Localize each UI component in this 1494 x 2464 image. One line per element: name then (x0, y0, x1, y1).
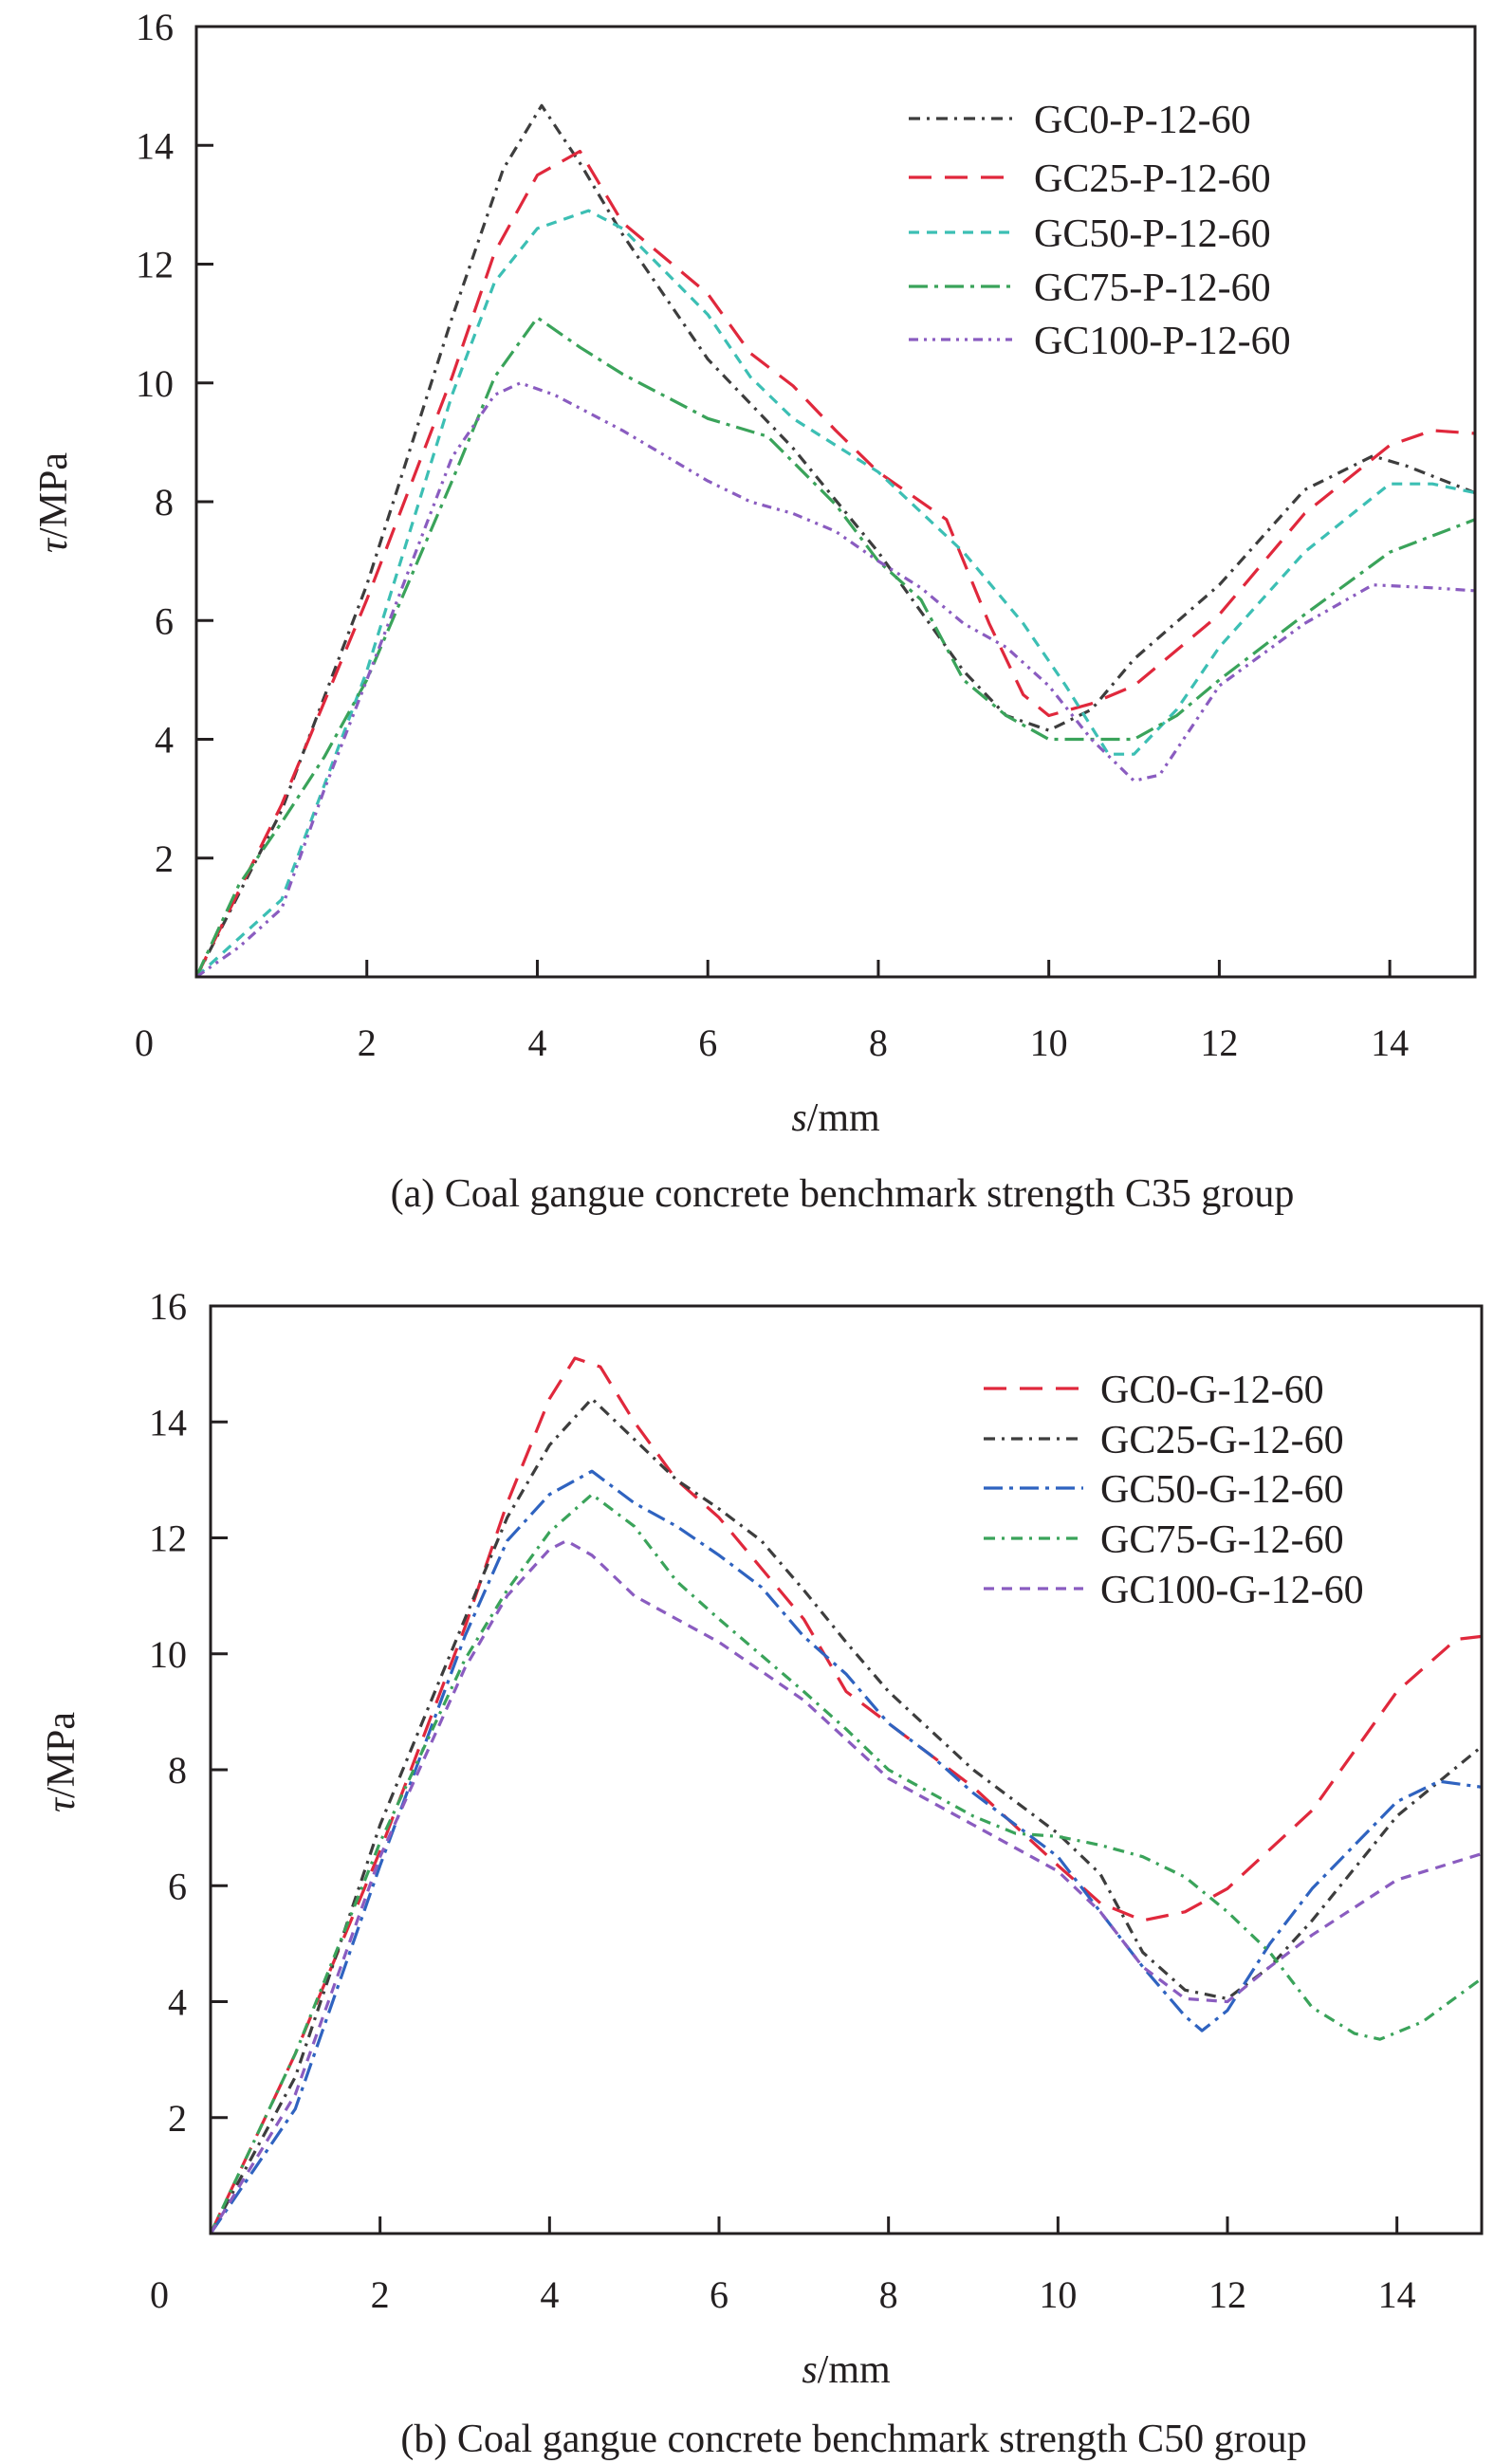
x-tick-label: 4 (540, 2273, 559, 2316)
y-tick-label: 16 (149, 1285, 187, 1328)
x-tick-label: 4 (527, 1021, 546, 1064)
x-tick-label: 10 (1039, 2273, 1077, 2316)
y-tick-label: 16 (136, 6, 174, 48)
legend-label: GC50-G-12-60 (1100, 1468, 1344, 1512)
figure-caption: (b) Coal gangue concrete benchmark stren… (400, 2418, 1306, 2461)
x-axis-label-symbol: s (802, 2348, 817, 2392)
x-axis-label-unit: /mm (818, 2348, 891, 2392)
legend-label: GC0-P-12-60 (1034, 99, 1251, 142)
series-line-GC100-P-12-60 (195, 381, 1476, 979)
y-tick-label: 8 (168, 1749, 187, 1792)
series-line-GC25-P-12-60 (194, 149, 1476, 978)
series-line-GC75-P-12-60 (194, 316, 1476, 978)
legend-label: GC0-G-12-60 (1100, 1369, 1324, 1412)
y-axis-label-symbol: τ (32, 537, 76, 553)
y-tick-label: 2 (168, 2097, 187, 2140)
x-axis-label-unit: /mm (807, 1096, 880, 1140)
chart-b: 0 2 4 6 8 10 12 14 2 4 6 8 10 12 14 16 s/mm τ/MPa GC0-G-12… (40, 1285, 1484, 2461)
legend-label: GC75-P-12-60 (1034, 267, 1271, 310)
series-line-GC25-G-12-60 (209, 1397, 1484, 2234)
x-tick-label: 2 (358, 1021, 377, 1064)
y-axis-label-unit: /MPa (32, 452, 76, 539)
y-tick-label: 2 (155, 837, 174, 880)
legend-label: GC75-G-12-60 (1100, 1518, 1344, 1562)
x-axis-label-symbol: s (791, 1096, 806, 1140)
y-tick-label: 6 (155, 599, 174, 642)
x-tick-label: 0 (150, 2273, 169, 2316)
chart-a: 0 2 4 6 8 10 12 14 2 4 6 8 10 12 14 16 s/mm τ/MPa GC0-P-12… (32, 6, 1477, 1216)
y-tick-label: 10 (136, 362, 174, 405)
figure-caption: (a) Coal gangue concrete benchmark stren… (391, 1172, 1295, 1216)
y-tick-label: 14 (149, 1401, 187, 1443)
series-line-GC50-P-12-60 (194, 209, 1476, 979)
x-tick-label: 8 (869, 1021, 888, 1064)
x-axis-label: s/mm (791, 1096, 880, 1140)
legend: GC0-G-12-60 GC25-G-12-60 GC50-G-12-60 GC75-… (984, 1369, 1364, 1612)
x-tick-label: 6 (710, 2273, 729, 2316)
legend-label: GC50-P-12-60 (1034, 212, 1271, 256)
x-tick-label: 14 (1378, 2273, 1416, 2316)
legend-label: GC100-G-12-60 (1100, 1569, 1364, 1612)
x-tick-label: 0 (135, 1021, 154, 1064)
series-line-GC100-G-12-60 (209, 1539, 1483, 2234)
legend-label: GC25-P-12-60 (1034, 157, 1271, 201)
series-line-GC75-G-12-60 (209, 1493, 1483, 2234)
legend: GC0-P-12-60 GC25-P-12-60 GC50-P-12-60 GC75-… (909, 99, 1291, 363)
y-tick-label: 4 (168, 1981, 187, 2024)
series-line-GC0-P-12-60 (194, 103, 1476, 978)
x-tick-label: 12 (1208, 2273, 1246, 2316)
y-tick-label: 14 (136, 124, 174, 167)
y-tick-label: 12 (149, 1517, 187, 1560)
y-tick-label: 10 (149, 1633, 187, 1676)
legend-label: GC100-P-12-60 (1034, 320, 1291, 363)
x-axis-label: s/mm (802, 2348, 891, 2392)
x-tick-label: 6 (698, 1021, 717, 1064)
y-tick-label: 4 (155, 719, 174, 762)
y-tick-label: 12 (136, 244, 174, 286)
y-axis-label: τ/MPa (32, 452, 76, 553)
y-axis-label-symbol: τ (40, 1796, 83, 1812)
x-tick-label: 8 (879, 2273, 898, 2316)
x-tick-label: 12 (1200, 1021, 1238, 1064)
y-tick-label: 8 (155, 481, 174, 524)
legend-label: GC25-G-12-60 (1100, 1419, 1344, 1462)
y-tick-label: 6 (168, 1865, 187, 1907)
y-axis-label-unit: /MPa (40, 1712, 83, 1798)
x-tick-label: 10 (1030, 1021, 1068, 1064)
x-tick-label: 2 (371, 2273, 390, 2316)
y-axis-label: τ/MPa (40, 1712, 83, 1812)
x-tick-label: 14 (1371, 1021, 1409, 1064)
